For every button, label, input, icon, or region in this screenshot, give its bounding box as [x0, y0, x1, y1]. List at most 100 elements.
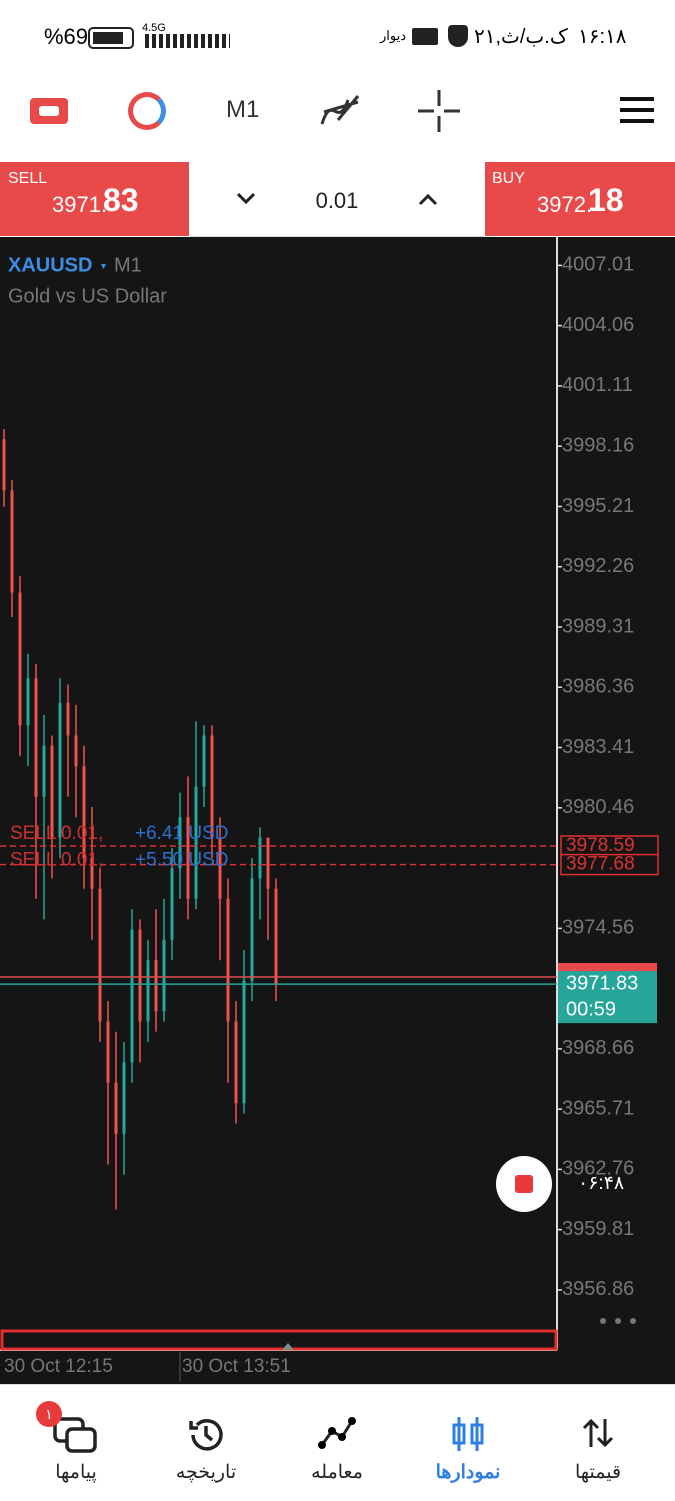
candle-body — [66, 702, 70, 736]
chart-timeframe: M1 — [114, 254, 142, 276]
lot-selector: 0.01 — [190, 162, 484, 237]
buy-button[interactable]: BUY 3972. 18 — [485, 162, 675, 236]
scroll-marker — [282, 1343, 294, 1350]
candle-body — [186, 817, 190, 899]
candle-body — [170, 868, 174, 940]
messages-icon[interactable] — [52, 1415, 100, 1457]
candle-body — [154, 960, 158, 1012]
timeframe-button[interactable]: M1 — [226, 96, 260, 123]
app-notification: دیوار — [380, 28, 407, 43]
network-type: 4.5G — [142, 22, 166, 34]
nav-label[interactable]: قیمتها — [574, 1462, 622, 1483]
sell-button[interactable]: SELL 3971. 83 — [0, 162, 189, 236]
candle-body — [266, 837, 270, 889]
y-tick-label: 4004.06 — [562, 314, 634, 336]
signal-icon — [145, 34, 230, 48]
history-icon[interactable] — [186, 1415, 226, 1455]
trade-button[interactable] — [30, 98, 68, 124]
candle-body — [138, 929, 142, 1022]
candle-body — [122, 1062, 126, 1134]
y-tick-label: 3962.76 — [562, 1158, 634, 1180]
y-tick-label: 4001.11 — [562, 374, 633, 396]
more-dots[interactable] — [600, 1318, 636, 1324]
record-time: ۰۶:۴۸ — [578, 1173, 625, 1194]
camera-icon — [412, 28, 438, 45]
candle-body — [2, 439, 6, 491]
clock: ۱۶:۱۸ — [578, 26, 627, 48]
nav-label[interactable]: تاریخچه — [175, 1462, 237, 1483]
y-tick-label: 3995.21 — [562, 495, 634, 517]
y-tick-label: 3968.66 — [562, 1037, 634, 1059]
shield-icon — [448, 25, 468, 47]
candle-body — [242, 980, 246, 1104]
bid-box — [558, 971, 657, 1024]
y-tick-label: 3989.31 — [562, 615, 634, 637]
nav-label[interactable]: پیامها — [55, 1462, 97, 1483]
sell-price-pips: 83 — [103, 182, 139, 218]
order-price: 3978.59 — [566, 835, 635, 856]
quotes-icon[interactable] — [582, 1417, 614, 1449]
candle-body — [258, 837, 262, 879]
x-tick-label: 30 Oct 13:51 — [182, 1356, 291, 1377]
sell-price-main: 3971. — [52, 192, 108, 217]
candle-body — [194, 786, 198, 899]
scroll-bar[interactable] — [0, 1329, 558, 1351]
record-button[interactable] — [496, 1156, 552, 1212]
candle-body — [82, 766, 86, 859]
candle-body — [218, 837, 222, 899]
bid-price: 3971.83 — [566, 972, 638, 994]
chart: XAUUSD M1 Gold vs US Dollar 30 Oct 12:15… — [0, 237, 675, 1384]
y-tick-label: 3992.26 — [562, 555, 634, 577]
candle-timer: 00:59 — [566, 998, 616, 1020]
charts-icon[interactable] — [450, 1417, 486, 1451]
candle-body — [178, 817, 182, 869]
candle-body — [74, 735, 78, 767]
date: ۲۱,ک.ب/ث — [474, 26, 568, 48]
y-tick-label: 3956.86 — [562, 1278, 634, 1300]
toolbar: M1 — [0, 70, 675, 160]
candle-body — [202, 735, 206, 787]
y-tick-label: 3986.36 — [562, 676, 634, 698]
x-tick-label: 30 Oct 12:15 — [4, 1356, 113, 1377]
nav-label[interactable]: معامله — [311, 1462, 363, 1483]
y-tick-label: 3974.56 — [562, 917, 634, 939]
candle-body — [90, 858, 94, 889]
candle-body — [18, 592, 22, 726]
buy-price-main: 3972. — [537, 192, 593, 217]
candle-body — [26, 678, 30, 726]
y-tick-label: 3980.46 — [562, 796, 634, 818]
y-tick-label: 4007.01 — [562, 254, 634, 276]
candle-body — [34, 678, 38, 797]
y-tick-label: 3983.41 — [562, 736, 634, 758]
candle-body — [106, 1021, 110, 1083]
symbol-description: Gold vs US Dollar — [8, 285, 167, 307]
candle-body — [162, 939, 166, 1012]
badge: ۱ — [36, 1401, 62, 1427]
buy-label: BUY — [492, 170, 525, 187]
menu-button[interactable] — [620, 96, 656, 124]
order-profit: +5.50 USD — [135, 850, 228, 871]
candle-body — [42, 745, 46, 797]
symbol-dropdown[interactable] — [101, 264, 106, 269]
candle-body — [98, 888, 102, 1022]
buy-price-pips: 18 — [588, 182, 624, 218]
status-bar: %69 4.5G دیوار ۲۱,ک.ب/ث ۱۶:۱۸ — [0, 0, 675, 70]
nav-label[interactable]: نمودارها — [435, 1462, 501, 1483]
lot-up[interactable] — [418, 192, 438, 206]
objects-button[interactable] — [318, 90, 362, 130]
indicator-button[interactable] — [128, 92, 166, 130]
candle-body — [58, 702, 62, 838]
candle-body — [234, 1021, 238, 1104]
trade-icon[interactable] — [318, 1417, 356, 1449]
lot-down[interactable] — [236, 192, 256, 206]
y-tick-label: 3959.81 — [562, 1218, 634, 1240]
order-label: SELL 0.01, — [10, 850, 103, 871]
lot-value[interactable]: 0.01 — [315, 188, 359, 213]
candle-body — [50, 745, 54, 838]
crosshair-button[interactable] — [418, 90, 460, 132]
candle-body — [226, 898, 230, 1022]
candle-body — [250, 878, 254, 981]
candle-body — [146, 960, 150, 1022]
candle-body — [10, 490, 14, 593]
